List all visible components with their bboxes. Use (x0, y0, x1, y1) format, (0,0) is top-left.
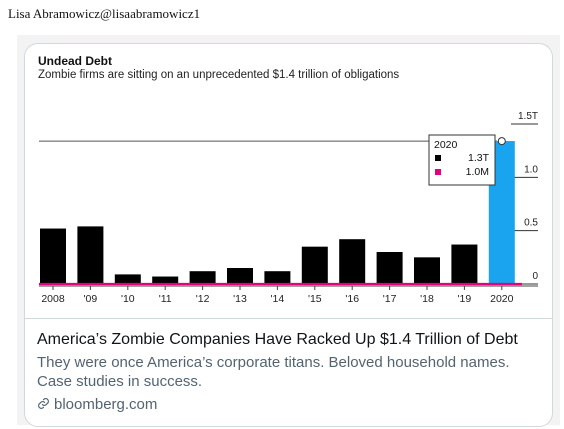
tweet-byline: Lisa Abramowicz@lisaabramowicz1 (8, 6, 201, 21)
x-tick-label: '11 (159, 293, 172, 305)
link-domain[interactable]: bloomberg.com (37, 396, 157, 413)
hover-marker (497, 137, 506, 146)
tooltip-value: 1.3T (468, 152, 490, 164)
chart-image: Undead Debt Zombie firms are sitting on … (25, 44, 552, 318)
x-tick-label: '14 (271, 293, 285, 305)
link-domain-text: bloomberg.com (54, 396, 158, 413)
bar (339, 239, 366, 284)
bar (77, 226, 104, 284)
bar (451, 244, 478, 284)
bar (189, 271, 216, 284)
x-tick-label: '15 (308, 293, 322, 305)
x-tick-label: '16 (345, 293, 359, 305)
x-tick-label: '10 (121, 293, 135, 305)
bar (301, 246, 328, 284)
x-tick-label: '09 (84, 293, 98, 305)
bar (152, 276, 179, 284)
y-tick-label: 0.5 (524, 218, 538, 229)
x-tick-label: '17 (383, 293, 397, 305)
link-icon (37, 396, 50, 413)
bar (40, 228, 66, 284)
x-tick-label: 2008 (41, 293, 65, 305)
y-tick-label: 0 (532, 271, 538, 282)
bar (114, 274, 141, 284)
x-tick-label: '18 (420, 293, 434, 305)
bar (414, 257, 440, 284)
x-tick-label: 2020 (490, 293, 514, 305)
link-title[interactable]: America’s Zombie Companies Have Racked U… (37, 331, 518, 348)
bar (264, 271, 291, 284)
link-card[interactable]: Undead Debt Zombie firms are sitting on … (24, 43, 553, 427)
tooltip-swatch (435, 155, 441, 161)
x-tick-label: '19 (458, 293, 472, 305)
chart-title: Undead Debt (38, 54, 113, 68)
y-tick-label: 1.0 (524, 164, 538, 175)
tooltip-swatch (435, 169, 441, 175)
bar (376, 252, 403, 284)
card-divider (25, 318, 552, 319)
x-tick-label: '12 (196, 293, 210, 305)
tooltip-year: 2020 (434, 139, 458, 151)
chart-subtitle: Zombie firms are sitting on an unprecede… (38, 69, 400, 81)
bar (227, 268, 253, 284)
x-tick-label: '13 (233, 293, 247, 305)
bar-chart: 1.5T 1.0 0.5 0 2008 '09 '10 '11 '12 '13 '14 '15 '16 '… (39, 111, 538, 305)
link-description: They were once America’s corporate titan… (37, 354, 510, 390)
y-tick-label: 1.5T (518, 111, 538, 122)
tooltip-value: 1.0M (466, 166, 489, 178)
